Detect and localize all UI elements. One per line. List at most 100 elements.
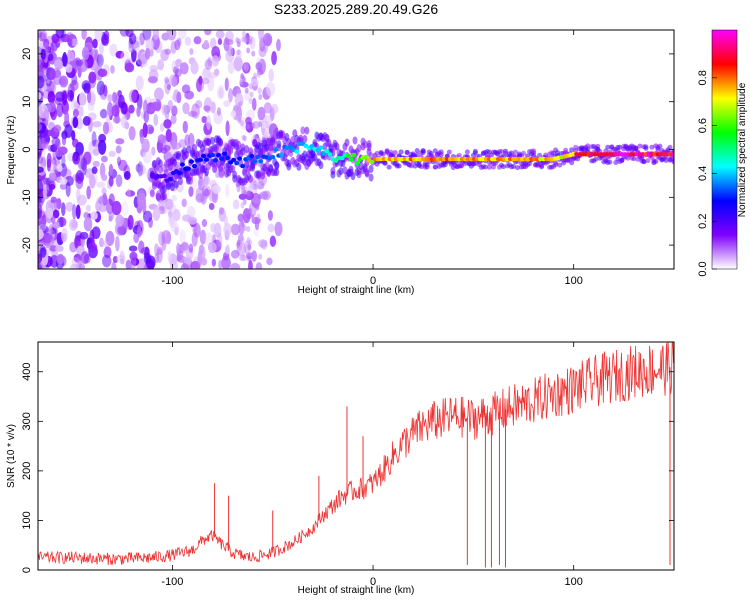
heatmap-cell	[637, 143, 643, 149]
spectrogram-x-axis-label: Height of straight line (km)	[298, 285, 415, 296]
heatmap-cell	[222, 151, 228, 156]
heatmap-cell	[145, 169, 151, 178]
heatmap-cell	[38, 122, 42, 132]
heatmap-cell	[108, 163, 114, 176]
heatmap-cell	[318, 145, 324, 150]
heatmap-cell	[170, 204, 177, 215]
heatmap-cell	[199, 229, 207, 245]
heatmap-cell	[219, 156, 225, 161]
heatmap-cell	[273, 147, 279, 152]
heatmap-cell	[109, 43, 118, 57]
heatmap-cell	[103, 246, 112, 259]
heatmap-cell	[438, 149, 444, 155]
heatmap-cell	[246, 189, 251, 196]
heatmap-cell	[256, 171, 262, 180]
spectrogram-y-ticks: -20 -10 0 10 20	[21, 48, 674, 253]
heatmap-cell	[91, 131, 97, 147]
heatmap-cell	[54, 245, 64, 252]
snr-panel: -100 0 100 0 100 200 300 400 Height of straigh…	[6, 341, 675, 596]
heatmap-cell	[258, 239, 268, 248]
heatmap-cell	[363, 154, 369, 160]
heatmap-cell	[91, 166, 98, 175]
heatmap-cell	[258, 121, 263, 128]
heatmap-cell	[80, 251, 90, 265]
heatmap-cell	[86, 185, 91, 200]
heatmap-cell	[64, 110, 70, 127]
heatmap-cell	[214, 143, 220, 152]
heatmap-cell	[156, 246, 164, 255]
heatmap-cell	[268, 68, 275, 82]
y-tick-label: -20	[21, 237, 33, 253]
heatmap-cell	[53, 200, 58, 210]
heatmap-cell	[270, 103, 279, 115]
heatmap-cell	[116, 254, 126, 264]
heatmap-cell	[38, 263, 42, 269]
heatmap-cell	[180, 263, 189, 269]
heatmap-cell	[234, 160, 240, 166]
heatmap-cell	[211, 258, 217, 267]
heatmap-cell	[255, 262, 263, 269]
heatmap-cell	[100, 240, 109, 247]
heatmap-cell	[224, 143, 230, 152]
heatmap-cell	[396, 163, 402, 169]
heatmap-cell	[115, 138, 125, 145]
heatmap-cell	[617, 144, 623, 150]
heatmap-cell	[138, 240, 145, 254]
heatmap-cell	[500, 164, 506, 170]
heatmap-cell	[187, 132, 195, 149]
y-tick-label: -10	[21, 189, 33, 205]
heatmap-cell	[386, 164, 392, 170]
heatmap-cell	[75, 260, 84, 269]
heatmap-cell	[107, 101, 113, 117]
heatmap-cell	[318, 161, 324, 170]
heatmap-cell	[87, 90, 96, 106]
heatmap-cell	[113, 116, 121, 124]
heatmap-cell	[48, 173, 57, 182]
heatmap-cell	[143, 110, 150, 123]
heatmap-cell	[246, 255, 251, 262]
heatmap-cell	[59, 216, 64, 228]
heatmap-cell	[543, 152, 549, 158]
heatmap-cell	[53, 59, 64, 70]
heatmap-cell	[94, 30, 103, 42]
colorbar-tick-label: 0.2	[697, 214, 709, 229]
heatmap-cell	[55, 91, 65, 102]
heatmap-cell	[38, 242, 44, 250]
heatmap-cell	[204, 30, 212, 36]
heatmap-cell	[74, 238, 79, 249]
heatmap-cell	[92, 120, 102, 128]
heatmap-cell	[88, 71, 97, 84]
heatmap-cell	[161, 230, 172, 244]
heatmap-cell	[274, 221, 283, 237]
heatmap-cell	[47, 90, 56, 104]
heatmap-cell	[152, 30, 160, 40]
heatmap-cell	[64, 124, 73, 138]
heatmap-cell	[158, 231, 166, 246]
heatmap-cell	[110, 64, 115, 74]
heatmap-cell	[111, 104, 120, 117]
heatmap-cell	[163, 144, 171, 152]
heatmap-cell	[83, 216, 93, 232]
heatmap-cell	[70, 38, 79, 47]
heatmap-cell	[198, 245, 206, 261]
heatmap-cell	[374, 150, 380, 156]
heatmap-cell	[127, 214, 134, 230]
heatmap-cell	[288, 144, 294, 150]
heatmap-cell	[201, 219, 208, 228]
heatmap-cell	[569, 147, 575, 153]
heatmap-cell	[141, 138, 150, 153]
heatmap-cell	[101, 173, 108, 182]
heatmap-cell	[251, 122, 256, 129]
heatmap-cell	[40, 138, 46, 151]
heatmap-cell	[266, 257, 273, 266]
heatmap-cell	[324, 148, 330, 154]
heatmap-cell	[173, 66, 179, 75]
heatmap-cell	[115, 145, 122, 154]
heatmap-cell	[119, 250, 125, 264]
heatmap-cell	[96, 196, 106, 204]
heatmap-cell	[171, 105, 178, 117]
heatmap-cell	[356, 144, 362, 153]
heatmap-cell	[75, 59, 84, 67]
heatmap-cell	[238, 100, 243, 107]
heatmap-cell	[38, 155, 44, 164]
